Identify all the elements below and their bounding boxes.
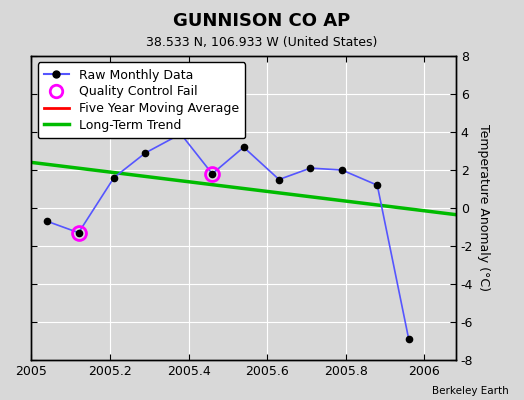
Legend: Raw Monthly Data, Quality Control Fail, Five Year Moving Average, Long-Term Tren: Raw Monthly Data, Quality Control Fail, … bbox=[38, 62, 245, 138]
Text: GUNNISON CO AP: GUNNISON CO AP bbox=[173, 12, 351, 30]
Text: Berkeley Earth: Berkeley Earth bbox=[432, 386, 508, 396]
Y-axis label: Temperature Anomaly (°C): Temperature Anomaly (°C) bbox=[477, 124, 490, 292]
Text: 38.533 N, 106.933 W (United States): 38.533 N, 106.933 W (United States) bbox=[146, 36, 378, 49]
